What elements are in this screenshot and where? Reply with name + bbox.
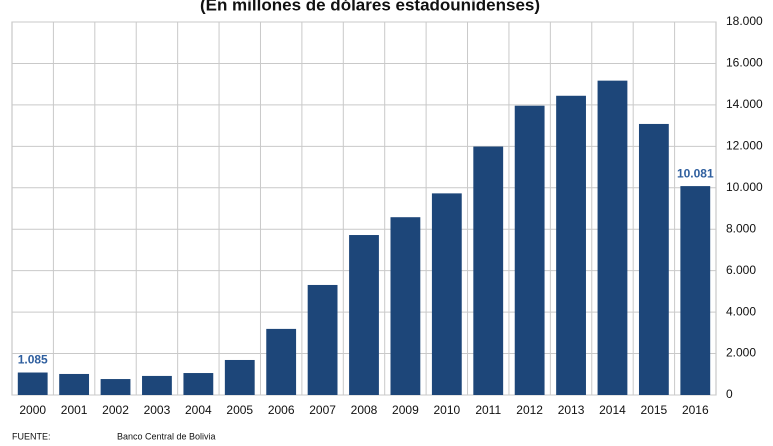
y-tick-label: 0	[726, 387, 733, 401]
x-tick-label: 2016	[682, 403, 709, 417]
x-tick-label: 2002	[102, 403, 129, 417]
y-tick-label: 6.000	[726, 263, 756, 277]
bar	[556, 95, 586, 395]
bar	[266, 328, 297, 395]
x-tick-label: 2009	[392, 403, 419, 417]
data-label: 10.081	[677, 166, 714, 180]
bar	[142, 375, 172, 395]
bar	[349, 235, 379, 395]
data-label: 1.085	[18, 353, 48, 367]
source: Banco Central de Bolivia	[117, 431, 216, 441]
y-tick-label: 18.000	[726, 14, 763, 28]
bar	[638, 123, 669, 395]
bar	[514, 105, 545, 396]
x-tick-label: 2004	[185, 403, 212, 417]
x-tick-label: 2011	[475, 403, 501, 417]
y-tick-label: 2.000	[726, 346, 756, 360]
x-tick-label: 2005	[226, 403, 253, 417]
y-tick-label: 4.000	[726, 304, 756, 318]
bar	[473, 146, 504, 395]
x-tick-label: 2008	[351, 403, 378, 417]
y-tick-label: 16.000	[726, 56, 763, 70]
bar	[307, 284, 338, 395]
x-tick-label: 2013	[558, 403, 585, 417]
y-tick-label: 14.000	[726, 97, 763, 111]
x-tick-label: 2010	[433, 403, 460, 417]
bar	[59, 373, 90, 395]
bar	[390, 217, 421, 395]
bar	[183, 373, 214, 395]
x-tick-label: 2000	[19, 403, 46, 417]
x-tick-label: 2001	[61, 403, 88, 417]
x-tick-label: 2015	[641, 403, 668, 417]
x-tick-label: 2003	[144, 403, 171, 417]
x-tick-label: 2007	[309, 403, 336, 417]
x-tick-label: 2006	[268, 403, 295, 417]
x-tick-label: 2014	[599, 403, 626, 417]
bar	[431, 193, 462, 395]
source-label: FUENTE:	[12, 431, 51, 441]
bar	[680, 186, 711, 395]
y-tick-label: 12.000	[726, 139, 763, 153]
bar	[100, 379, 131, 395]
chart-subtitle: (En millones de dólares estadounidenses)	[200, 0, 540, 14]
y-tick-label: 8.000	[726, 221, 756, 235]
bar	[597, 80, 628, 395]
bar	[224, 359, 255, 395]
y-tick-label: 10.000	[726, 180, 763, 194]
x-tick-label: 2012	[516, 403, 543, 417]
bar	[17, 372, 48, 395]
